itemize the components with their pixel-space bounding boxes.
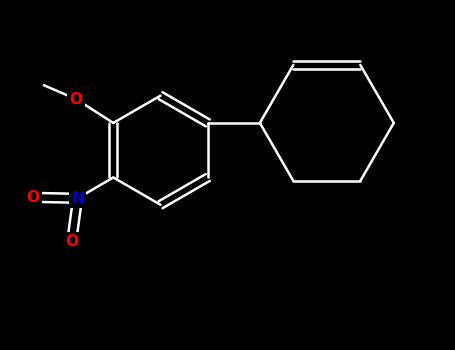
Text: O: O [65, 234, 78, 250]
Text: O: O [70, 92, 82, 107]
Text: N: N [71, 191, 84, 206]
Text: O: O [26, 190, 40, 205]
